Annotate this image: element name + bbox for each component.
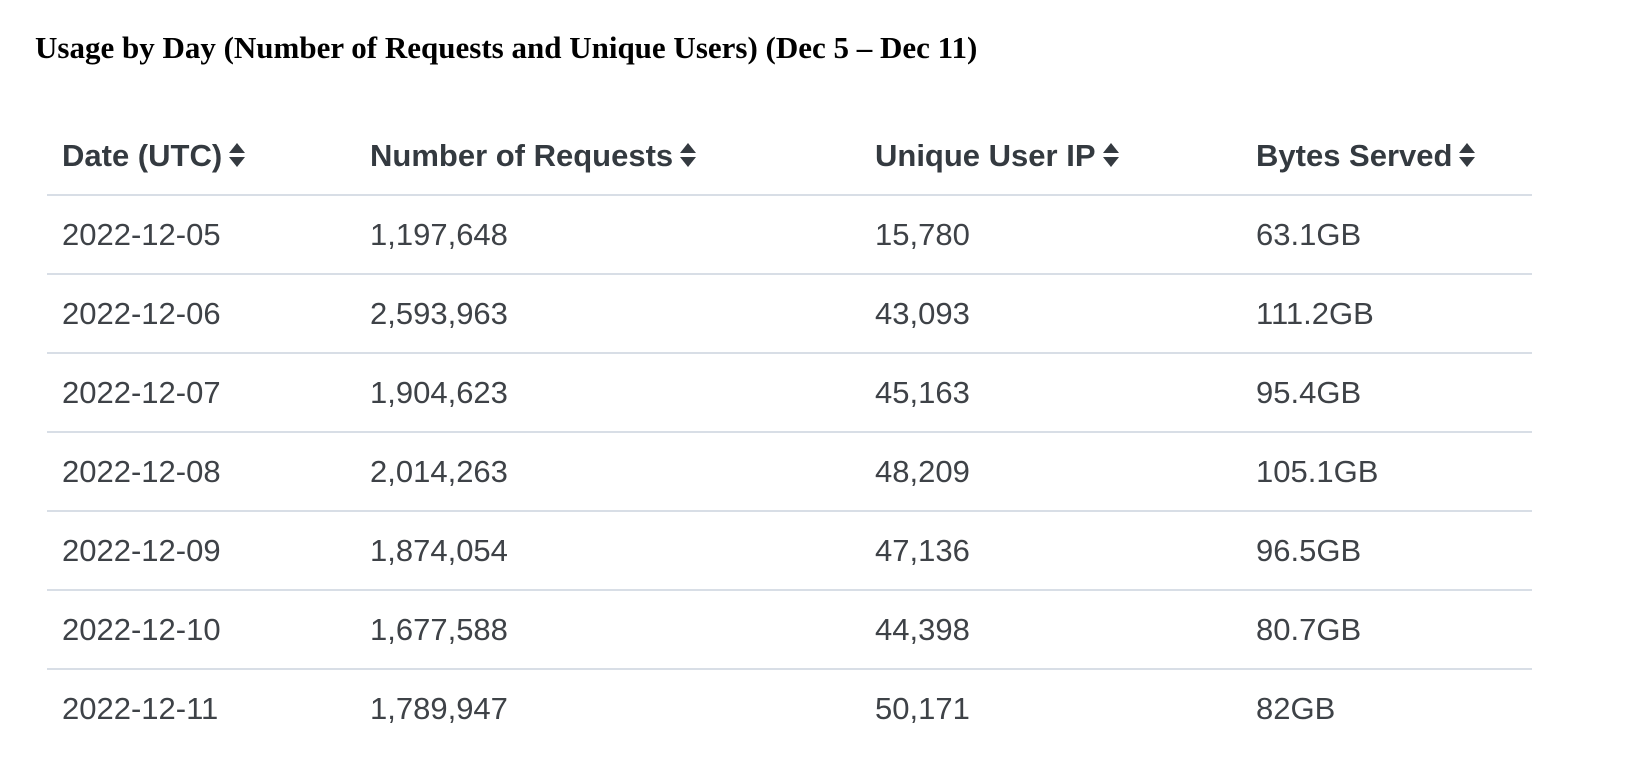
cell-date: 2022-12-09 (47, 511, 355, 591)
table-row: 2022-12-05 1,197,648 15,780 63.1GB (47, 195, 1532, 275)
cell-bytes: 111.2GB (1241, 274, 1532, 354)
column-header-date[interactable]: Date (UTC) (47, 117, 355, 196)
column-header-unique-user-ip[interactable]: Unique User IP (860, 117, 1241, 196)
cell-requests: 1,789,947 (370, 690, 508, 726)
column-header-label: Unique User IP (875, 137, 1096, 173)
sort-updown-icon[interactable] (228, 142, 246, 168)
cell-unique-ip: 48,209 (860, 432, 1241, 512)
table-row: 2022-12-08 2,014,263 48,209 105.1GB (47, 432, 1532, 512)
cell-bytes: 95.4GB (1241, 353, 1532, 433)
cell-unique-ip: 47,136 (860, 511, 1241, 591)
cell-date: 2022-12-06 (47, 274, 355, 354)
sort-updown-icon[interactable] (679, 142, 697, 168)
cell-unique-ip: 50,171 (875, 690, 970, 726)
table-row: 2022-12-11 1,789,947 50,171 82GB (47, 669, 1532, 747)
cell-requests: 1,677,588 (355, 590, 860, 670)
table-row: 2022-12-09 1,874,054 47,136 96.5GB (47, 511, 1532, 591)
column-header-number-of-requests[interactable]: Number of Requests (355, 117, 860, 196)
cell-requests: 2,593,963 (355, 274, 860, 354)
cell-bytes: 105.1GB (1241, 432, 1532, 512)
table-header-row: Date (UTC) Number of Requests Unique Use… (47, 117, 1532, 196)
cell-date: 2022-12-10 (47, 590, 355, 670)
cell-date: 2022-12-08 (47, 432, 355, 512)
table-row: 2022-12-06 2,593,963 43,093 111.2GB (47, 274, 1532, 354)
cell-unique-ip: 45,163 (860, 353, 1241, 433)
table-row: 2022-12-10 1,677,588 44,398 80.7GB (47, 590, 1532, 670)
cell-bytes: 82GB (1256, 690, 1336, 726)
cell-requests: 1,874,054 (355, 511, 860, 591)
cell-unique-ip: 43,093 (860, 274, 1241, 354)
sort-updown-icon[interactable] (1102, 142, 1120, 168)
cell-date: 2022-12-05 (47, 195, 355, 275)
cell-requests: 1,197,648 (355, 195, 860, 275)
cell-bytes: 63.1GB (1241, 195, 1532, 275)
cell-date: 2022-12-11 (62, 690, 219, 726)
column-header-label: Bytes Served (1256, 137, 1453, 173)
cell-requests: 2,014,263 (355, 432, 860, 512)
cell-requests: 1,904,623 (355, 353, 860, 433)
usage-table: Date (UTC) Number of Requests Unique Use… (47, 117, 1532, 747)
column-header-label: Number of Requests (370, 137, 674, 173)
cell-unique-ip: 15,780 (860, 195, 1241, 275)
cell-unique-ip: 44,398 (860, 590, 1241, 670)
cell-bytes: 96.5GB (1241, 511, 1532, 591)
sort-updown-icon[interactable] (1458, 142, 1476, 168)
table-row: 2022-12-07 1,904,623 45,163 95.4GB (47, 353, 1532, 433)
column-header-label: Date (UTC) (62, 137, 223, 173)
column-header-bytes-served[interactable]: Bytes Served (1241, 117, 1532, 196)
cell-date: 2022-12-07 (47, 353, 355, 433)
cell-bytes: 80.7GB (1241, 590, 1532, 670)
page-title: Usage by Day (Number of Requests and Uni… (35, 30, 978, 65)
